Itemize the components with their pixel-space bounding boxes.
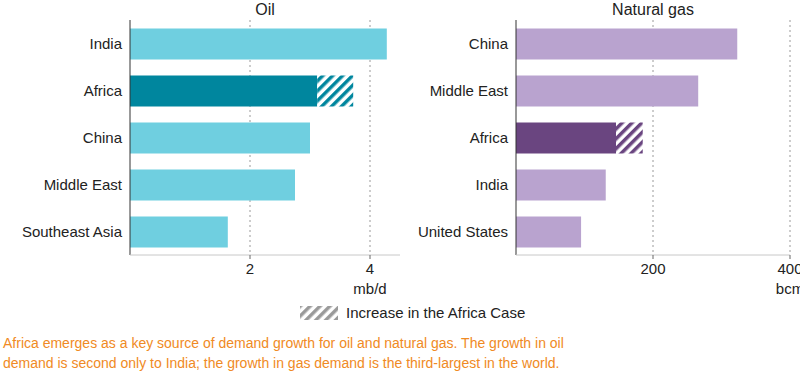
axis-line (516, 20, 517, 255)
category-label: Southeast Asia (22, 223, 123, 240)
bar (130, 76, 317, 107)
bar (516, 170, 606, 201)
bar (317, 76, 353, 107)
category-label: Middle East (44, 176, 123, 193)
legend-swatch (300, 306, 338, 320)
axis-label: bcm (776, 280, 800, 297)
axis-line (130, 20, 131, 255)
bars (516, 29, 737, 248)
bar (130, 217, 228, 248)
category-label: China (469, 35, 509, 52)
bar (516, 217, 581, 248)
category-label: Africa (84, 82, 123, 99)
category-label: India (89, 35, 122, 52)
caption: Africa emerges as a key source of demand… (3, 335, 564, 351)
legend-label: Increase in the Africa Case (346, 304, 525, 321)
bar (616, 123, 643, 154)
tick-label: 4 (366, 260, 374, 277)
category-label: United States (418, 223, 508, 240)
category-label: India (475, 176, 508, 193)
category-label: Middle East (430, 82, 509, 99)
bar (516, 29, 737, 60)
panel-title: Natural gas (612, 1, 694, 18)
tick-mark (370, 255, 371, 259)
bars (130, 29, 387, 248)
x-axis-line (130, 255, 400, 256)
category-label: China (83, 129, 123, 146)
bar (130, 170, 295, 201)
tick-mark (250, 255, 251, 259)
tick-mark (653, 255, 654, 259)
tick-label: 400 (777, 260, 800, 277)
category-label: Africa (470, 129, 509, 146)
grid-line (790, 20, 791, 255)
caption: demand is second only to India; the grow… (3, 355, 559, 371)
panel: Natural gas China Middle East Africa India Un… (418, 1, 800, 297)
tick-label: 200 (640, 260, 665, 277)
bar (516, 76, 698, 107)
bar (130, 123, 310, 154)
tick-label: 2 (246, 260, 254, 277)
axis-label: mb/d (353, 280, 386, 297)
chart-root: Oil India Africa China Middle East Southeast … (0, 0, 800, 379)
bar (130, 29, 387, 60)
legend: Increase in the Africa Case (300, 304, 525, 321)
bar (516, 123, 616, 154)
panel: Oil India Africa China Middle East Southeast … (22, 1, 400, 297)
panel-title: Oil (255, 1, 275, 18)
tick-mark (790, 255, 791, 259)
